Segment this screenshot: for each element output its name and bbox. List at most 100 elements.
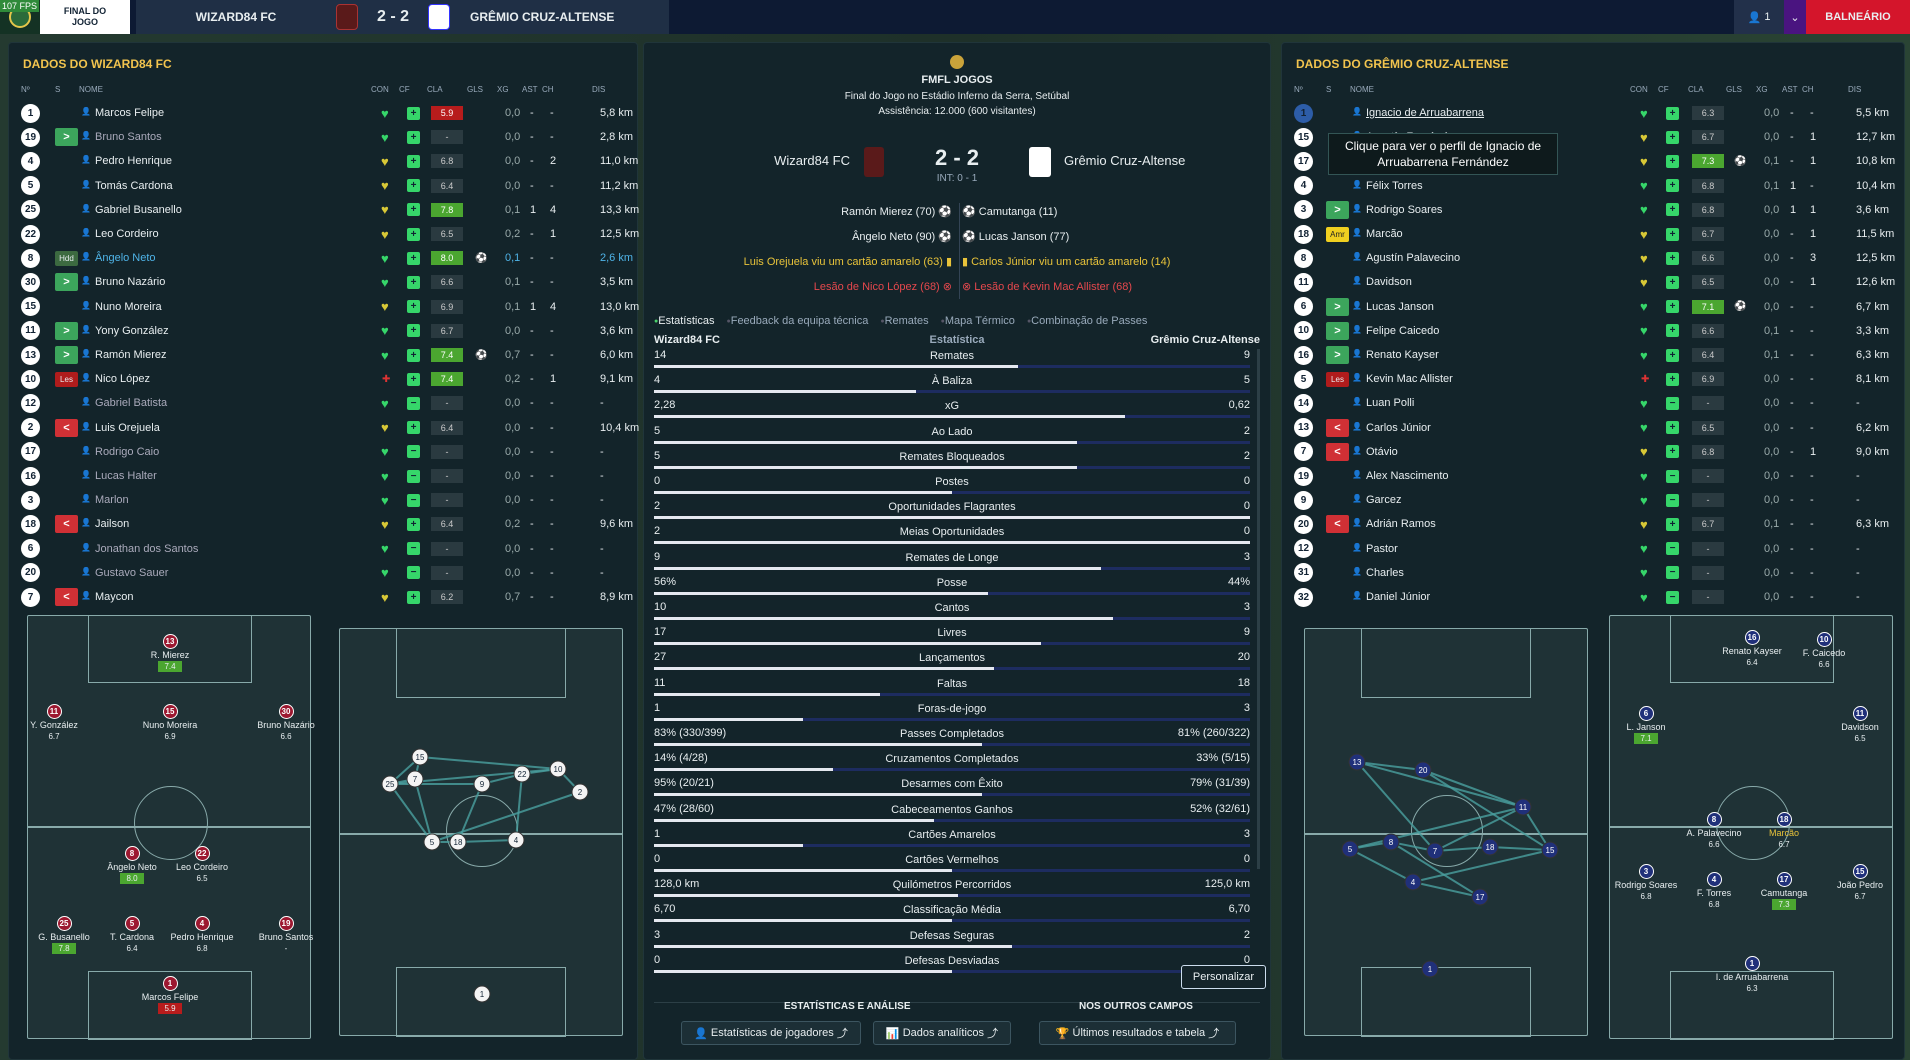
tab-1[interactable]: ● Feedback da equipa técnica [726,311,868,331]
away-player-row[interactable]: 11 👤 Davidson ♥ +6.5 0,0- 1 12,6 km [1290,270,1895,294]
home-player-row[interactable]: 20 👤 Gustavo Sauer ♥ − -0,0- - - [17,561,623,585]
away-player-row[interactable]: 7 < 👤 Otávio ♥ +6.8 0,0- 1 9,0 km [1290,440,1890,464]
player-name[interactable]: Pedro Henrique [95,155,173,168]
pass-node[interactable]: 8 [1382,833,1400,851]
player-name[interactable]: Ignacio de Arruabarrena [1366,107,1485,119]
player-name[interactable]: Marcos Felipe [95,107,165,119]
player-name[interactable]: Renato Kayser [1366,349,1439,361]
pass-node[interactable]: 1 [473,985,491,1003]
player-name[interactable]: Tomás Cardona [95,179,173,192]
player-name[interactable]: Lucas Halter [95,470,157,482]
pass-node[interactable]: 13 [1348,753,1366,771]
formation-player[interactable]: 4 Pedro Henrique 6.8 [165,916,239,954]
pass-node[interactable]: 17 [1471,888,1489,906]
player-name[interactable]: Rodrigo Soares [1366,203,1443,216]
player-name[interactable]: Davidson [1366,276,1412,289]
home-player-row[interactable]: 12 👤 Gabriel Batista ♥ − -0,0- - - [17,391,623,415]
analytics-button[interactable]: 📊 Dados analíticos ⤴ [873,1021,1011,1045]
formation-player[interactable]: 8 Ângelo Neto 8.0 [95,846,169,884]
notifications-button[interactable]: 👤 1 [1734,0,1784,34]
pass-node[interactable]: 18 [449,833,467,851]
player-name[interactable]: Félix Torres [1366,179,1423,192]
player-name[interactable]: Jailson [95,518,130,531]
pass-node[interactable]: 4 [1404,873,1422,891]
away-player-row[interactable]: 32 👤 Daniel Júnior ♥ − -0,0- - - [1290,585,1890,609]
formation-player[interactable]: 15 Nuno Moreira 6.9 [133,704,207,742]
formation-player[interactable]: 17 Camutanga 7.3 [1747,872,1821,910]
tab-2[interactable]: ● Remates [880,311,928,331]
player-name[interactable]: Pastor [1366,542,1398,555]
player-name[interactable]: Luis Orejuela [95,421,160,434]
player-name[interactable]: Rodrigo Caio [95,445,160,458]
player-name[interactable]: Ramón Mierez [95,349,167,361]
home-player-row[interactable]: 6 👤 Jonathan dos Santos ♥ − -0,0- - - [17,537,623,561]
formation-player[interactable]: 13 R. Mierez 7.4 [133,634,207,672]
pass-node[interactable]: 2 [571,783,589,801]
formation-player[interactable]: 3 Rodrigo Soares 6.8 [1609,864,1683,902]
away-player-row[interactable]: 16 > 👤 Renato Kayser ♥ +6.4 0,1- -6,3 km [1290,343,1890,367]
home-player-row[interactable]: 30 > 👤 Bruno Nazário ♥ +6.6 0,1- -3,5 km [17,270,633,294]
player-name[interactable]: Kevin Mac Allister [1366,373,1453,386]
home-player-row[interactable]: 15 👤 Nuno Moreira ♥ +6.9 0,1 1 4 13,0 km [17,295,639,319]
formation-player[interactable]: 15 João Pedro 6.7 [1823,864,1897,902]
player-name[interactable]: Adrián Ramos [1366,518,1436,531]
away-player-row[interactable]: 10 > 👤 Felipe Caicedo ♥ +6.6 0,1- -3,3 km [1290,319,1890,343]
tab-0[interactable]: ● Estatísticas [654,311,714,331]
pass-node[interactable]: 15 [1541,841,1559,859]
away-team-label[interactable]: Grêmio Cruz-Altense [1064,153,1186,168]
pass-node[interactable]: 7 [406,770,424,788]
pass-node[interactable]: 1 [1421,960,1439,978]
pass-node[interactable]: 15 [411,748,429,766]
pass-node[interactable]: 5 [1341,840,1359,858]
pass-node[interactable]: 18 [1481,838,1499,856]
player-name[interactable]: Agustín Palavecino [1366,252,1461,265]
home-player-row[interactable]: 7 < 👤 Maycon ♥ +6.2 0,7- -8,9 km [17,585,633,609]
formation-player[interactable]: 1 Marcos Felipe 5.9 [133,976,207,1014]
player-name[interactable]: Yony González [95,324,169,337]
formation-player[interactable]: 30 Bruno Nazário 6.6 [249,704,323,742]
player-name[interactable]: Otávio [1366,445,1398,458]
customize-button[interactable]: Personalizar [1181,965,1266,989]
home-player-row[interactable]: 19 > 👤 Bruno Santos ♥ + -0,0- -2,8 km [17,125,633,149]
player-name[interactable]: Gabriel Batista [95,397,168,410]
home-player-row[interactable]: 22 👤 Leo Cordeiro ♥ +6.5 0,2- 1 12,5 km [17,222,639,246]
home-player-row[interactable]: 1 👤 Marcos Felipe ♥ +5.9 0,0- -5,8 km [17,101,633,125]
player-name[interactable]: Carlos Júnior [1366,421,1431,434]
home-player-row[interactable]: 25 👤 Gabriel Busanello ♥ +7.8 0,1 1 4 13,3 km [17,198,639,222]
away-player-row[interactable]: 9 👤 Garcez ♥ − -0,0- - - [1290,488,1890,512]
results-button[interactable]: 🏆 Últimos resultados e tabela ⤴ [1039,1021,1236,1045]
pass-node[interactable]: 25 [381,775,399,793]
away-player-row[interactable]: 1 👤 Ignacio de Arruabarrena ♥ +6.3 0,0- -5,5 k… [1290,101,1890,125]
stats-list[interactable]: 14 Remates 9 4 À Baliza 5 2,28 xG 0,62 5 Ao Lado 2 5… [644,349,1270,999]
formation-player[interactable]: 11 Davidson 6.5 [1823,706,1897,744]
dressing-room-button[interactable]: BALNEÁRIO [1806,0,1910,34]
pass-node[interactable]: 5 [423,833,441,851]
player-name[interactable]: Bruno Santos [95,131,162,144]
player-name[interactable]: Leo Cordeiro [95,228,159,240]
player-name[interactable]: Bruno Nazário [95,276,166,289]
home-player-row[interactable]: 16 👤 Lucas Halter ♥ − -0,0- - - [17,464,623,488]
chevron-down-icon[interactable]: ⌄ [1784,0,1806,34]
formation-player[interactable]: 16 Renato Kayser 6.4 [1715,630,1789,668]
away-player-row[interactable]: 8 👤 Agustín Palavecino ♥ +6.6 0,0- 3 12,5 km [1290,246,1895,270]
player-name[interactable]: Jonathan dos Santos [95,542,199,555]
formation-player[interactable]: 18 Marcão 6.7 [1747,812,1821,850]
player-name[interactable]: Charles [1366,566,1404,579]
pass-node[interactable]: 4 [507,831,525,849]
home-team-label[interactable]: Wizard84 FC [774,153,850,168]
player-name[interactable]: Daniel Júnior [1366,591,1431,603]
player-name[interactable]: Luan Polli [1366,397,1415,410]
away-player-row[interactable]: 4 👤 Félix Torres ♥ +6.8 0,1 1- 10,4 km [1290,174,1895,198]
formation-player[interactable]: 4 F. Torres 6.8 [1677,872,1751,910]
player-name[interactable]: Marcão [1366,228,1403,240]
formation-player[interactable]: 8 A. Palavecino 6.6 [1677,812,1751,850]
formation-player[interactable]: 25 G. Busanello 7.8 [27,916,101,954]
away-player-row[interactable]: 3 > 👤 Rodrigo Soares ♥ +6.8 0,0 1 1 3,6 km [1290,198,1890,222]
away-player-row[interactable]: 18 Amr 👤 Marcão ♥ +6.7 0,0- 1 11,5 km [1290,222,1894,246]
player-name[interactable]: Garcez [1366,494,1402,507]
home-player-row[interactable]: 3 👤 Marlon ♥ − -0,0- - - [17,488,623,512]
formation-player[interactable]: 5 T. Cardona 6.4 [95,916,169,954]
pass-node[interactable]: 11 [1514,798,1532,816]
away-player-row[interactable]: 14 👤 Luan Polli ♥ − -0,0- - - [1290,391,1890,415]
player-name[interactable]: Gabriel Busanello [95,203,182,216]
